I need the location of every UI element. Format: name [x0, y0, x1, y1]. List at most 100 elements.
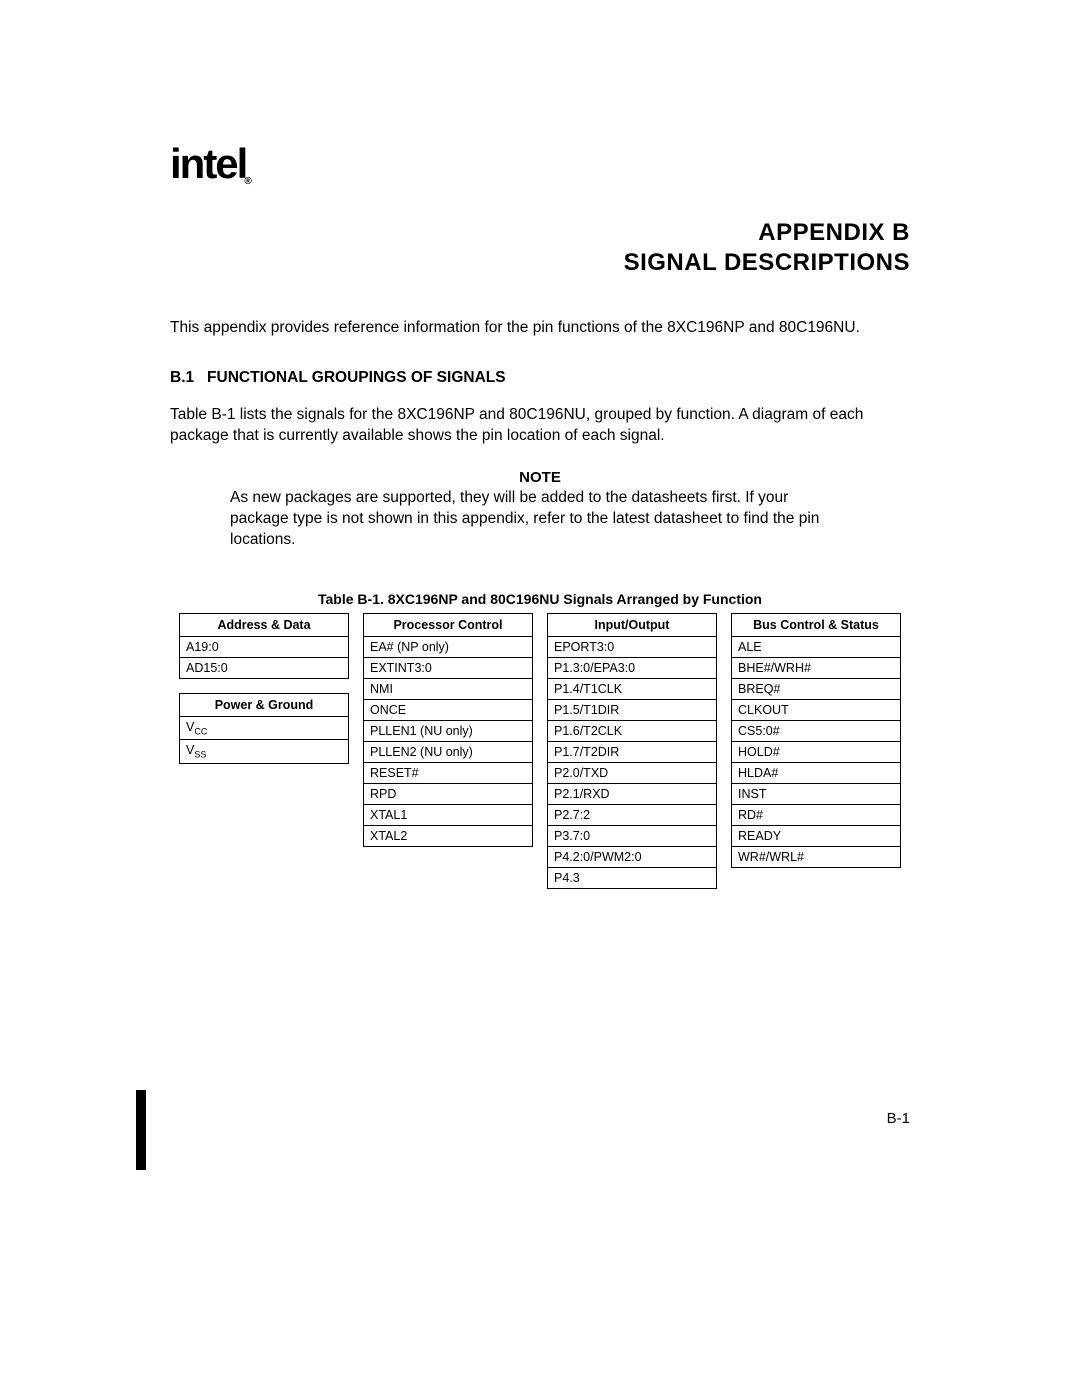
table-row: P2.0/TXD: [548, 762, 717, 783]
table-cell: P4.2:0/PWM2:0: [548, 846, 717, 867]
table-row: CS5:0#: [732, 720, 901, 741]
logo-reg: ®: [244, 176, 249, 187]
table-cell: XTAL2: [364, 825, 533, 846]
table-row: HLDA#: [732, 762, 901, 783]
table-cell: VCC: [180, 716, 349, 740]
table-row: WR#/WRL#: [732, 846, 901, 867]
table-cell: RD#: [732, 804, 901, 825]
table-cell: P2.0/TXD: [548, 762, 717, 783]
table-header: Processor Control: [364, 613, 533, 636]
table-header: Power & Ground: [180, 693, 349, 716]
table-cell: PLLEN2 (NU only): [364, 741, 533, 762]
title-line1: APPENDIX B: [758, 219, 910, 246]
table-caption: Table B-1. 8XC196NP and 80C196NU Signals…: [170, 591, 910, 607]
table-cell: HLDA#: [732, 762, 901, 783]
table-column: Address & DataA19:0AD15:0Power & GroundV…: [179, 613, 349, 764]
table-cell: AD15:0: [180, 657, 349, 678]
table-cell: EA# (NP only): [364, 636, 533, 657]
table-cell: P1.4/T1CLK: [548, 678, 717, 699]
table-cell: P2.7:2: [548, 804, 717, 825]
table-cell: BREQ#: [732, 678, 901, 699]
intro-paragraph: This appendix provides reference informa…: [170, 318, 910, 339]
table-row: BREQ#: [732, 678, 901, 699]
table-header: Address & Data: [180, 613, 349, 636]
table-row: P2.7:2: [548, 804, 717, 825]
signal-table: Power & GroundVCCVSS: [179, 693, 349, 764]
table-cell: A19:0: [180, 636, 349, 657]
table-row: READY: [732, 825, 901, 846]
title-line2: SIGNAL DESCRIPTIONS: [624, 249, 910, 276]
table-cell: P1.5/T1DIR: [548, 699, 717, 720]
table-cell: P1.7/T2DIR: [548, 741, 717, 762]
table-cell: P3.7:0: [548, 825, 717, 846]
table-row: VCC: [180, 716, 349, 740]
table-cell: RESET#: [364, 762, 533, 783]
table-cell: READY: [732, 825, 901, 846]
page-number: B-1: [887, 1110, 910, 1127]
table-row: AD15:0: [180, 657, 349, 678]
table-cell: HOLD#: [732, 741, 901, 762]
table-row: P1.6/T2CLK: [548, 720, 717, 741]
table-row: P1.7/T2DIR: [548, 741, 717, 762]
table-row: P4.3: [548, 867, 717, 888]
section-heading: B.1 FUNCTIONAL GROUPINGS OF SIGNALS: [170, 369, 910, 387]
table-row: EPORT3:0: [548, 636, 717, 657]
table-row: PLLEN1 (NU only): [364, 720, 533, 741]
table-cell: CLKOUT: [732, 699, 901, 720]
table-row: RPD: [364, 783, 533, 804]
appendix-title: APPENDIX B SIGNAL DESCRIPTIONS: [170, 218, 910, 278]
note-body: As new packages are supported, they will…: [230, 488, 850, 551]
signal-tables: Address & DataA19:0AD15:0Power & GroundV…: [170, 613, 910, 889]
signal-table: Bus Control & StatusALEBHE#/WRH#BREQ#CLK…: [731, 613, 901, 868]
signal-table: Input/OutputEPORT3:0P1.3:0/EPA3:0P1.4/T1…: [547, 613, 717, 889]
table-row: P1.3:0/EPA3:0: [548, 657, 717, 678]
note-label: NOTE: [170, 469, 910, 486]
table-cell: RPD: [364, 783, 533, 804]
table-cell: VSS: [180, 740, 349, 764]
table-cell: WR#/WRL#: [732, 846, 901, 867]
table-cell: PLLEN1 (NU only): [364, 720, 533, 741]
table-cell: XTAL1: [364, 804, 533, 825]
table-row: P4.2:0/PWM2:0: [548, 846, 717, 867]
table-cell: ALE: [732, 636, 901, 657]
table-row: XTAL1: [364, 804, 533, 825]
logo-text: intel: [170, 140, 246, 187]
table-row: A19:0: [180, 636, 349, 657]
table-row: RESET#: [364, 762, 533, 783]
section-title: FUNCTIONAL GROUPINGS OF SIGNALS: [207, 369, 506, 386]
table-row: EXTINT3:0: [364, 657, 533, 678]
table-row: VSS: [180, 740, 349, 764]
table-column: Input/OutputEPORT3:0P1.3:0/EPA3:0P1.4/T1…: [547, 613, 717, 889]
table-cell: EXTINT3:0: [364, 657, 533, 678]
table-row: PLLEN2 (NU only): [364, 741, 533, 762]
table-row: P3.7:0: [548, 825, 717, 846]
table-row: ALE: [732, 636, 901, 657]
table-row: BHE#/WRH#: [732, 657, 901, 678]
table-cell: ONCE: [364, 699, 533, 720]
table-cell: P4.3: [548, 867, 717, 888]
table-header: Bus Control & Status: [732, 613, 901, 636]
table-cell: P2.1/RXD: [548, 783, 717, 804]
signal-table: Address & DataA19:0AD15:0: [179, 613, 349, 679]
table-header: Input/Output: [548, 613, 717, 636]
signal-table: Processor ControlEA# (NP only)EXTINT3:0N…: [363, 613, 533, 847]
table-row: HOLD#: [732, 741, 901, 762]
table-row: ONCE: [364, 699, 533, 720]
table-cell: EPORT3:0: [548, 636, 717, 657]
section-body: Table B-1 lists the signals for the 8XC1…: [170, 405, 910, 447]
table-row: EA# (NP only): [364, 636, 533, 657]
table-cell: P1.6/T2CLK: [548, 720, 717, 741]
table-column: Bus Control & StatusALEBHE#/WRH#BREQ#CLK…: [731, 613, 901, 868]
table-row: RD#: [732, 804, 901, 825]
table-cell: INST: [732, 783, 901, 804]
table-row: CLKOUT: [732, 699, 901, 720]
table-cell: NMI: [364, 678, 533, 699]
table-row: XTAL2: [364, 825, 533, 846]
table-column: Processor ControlEA# (NP only)EXTINT3:0N…: [363, 613, 533, 847]
intel-logo: intel®: [170, 140, 252, 188]
side-index-bar: [136, 1090, 146, 1170]
table-row: P1.5/T1DIR: [548, 699, 717, 720]
table-row: INST: [732, 783, 901, 804]
table-cell: P1.3:0/EPA3:0: [548, 657, 717, 678]
table-row: P2.1/RXD: [548, 783, 717, 804]
